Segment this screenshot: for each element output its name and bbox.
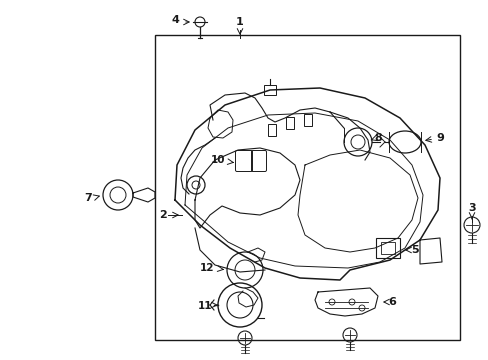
Bar — [380, 242, 394, 254]
Text: 5: 5 — [410, 245, 418, 255]
Text: 3: 3 — [467, 203, 475, 213]
Text: 7: 7 — [84, 193, 92, 203]
Text: 4: 4 — [171, 15, 179, 25]
Text: 11: 11 — [197, 301, 212, 311]
Bar — [264, 85, 275, 95]
Bar — [155, 35, 459, 340]
Text: 6: 6 — [387, 297, 395, 307]
Text: 1: 1 — [236, 17, 244, 27]
Bar — [375, 238, 399, 258]
Text: 9: 9 — [435, 133, 443, 143]
Text: 8: 8 — [373, 133, 381, 143]
Text: 2: 2 — [159, 210, 166, 220]
Bar — [285, 117, 293, 129]
Text: 12: 12 — [199, 263, 214, 273]
Text: 10: 10 — [210, 155, 225, 165]
Bar — [304, 114, 311, 126]
Bar — [267, 124, 275, 136]
